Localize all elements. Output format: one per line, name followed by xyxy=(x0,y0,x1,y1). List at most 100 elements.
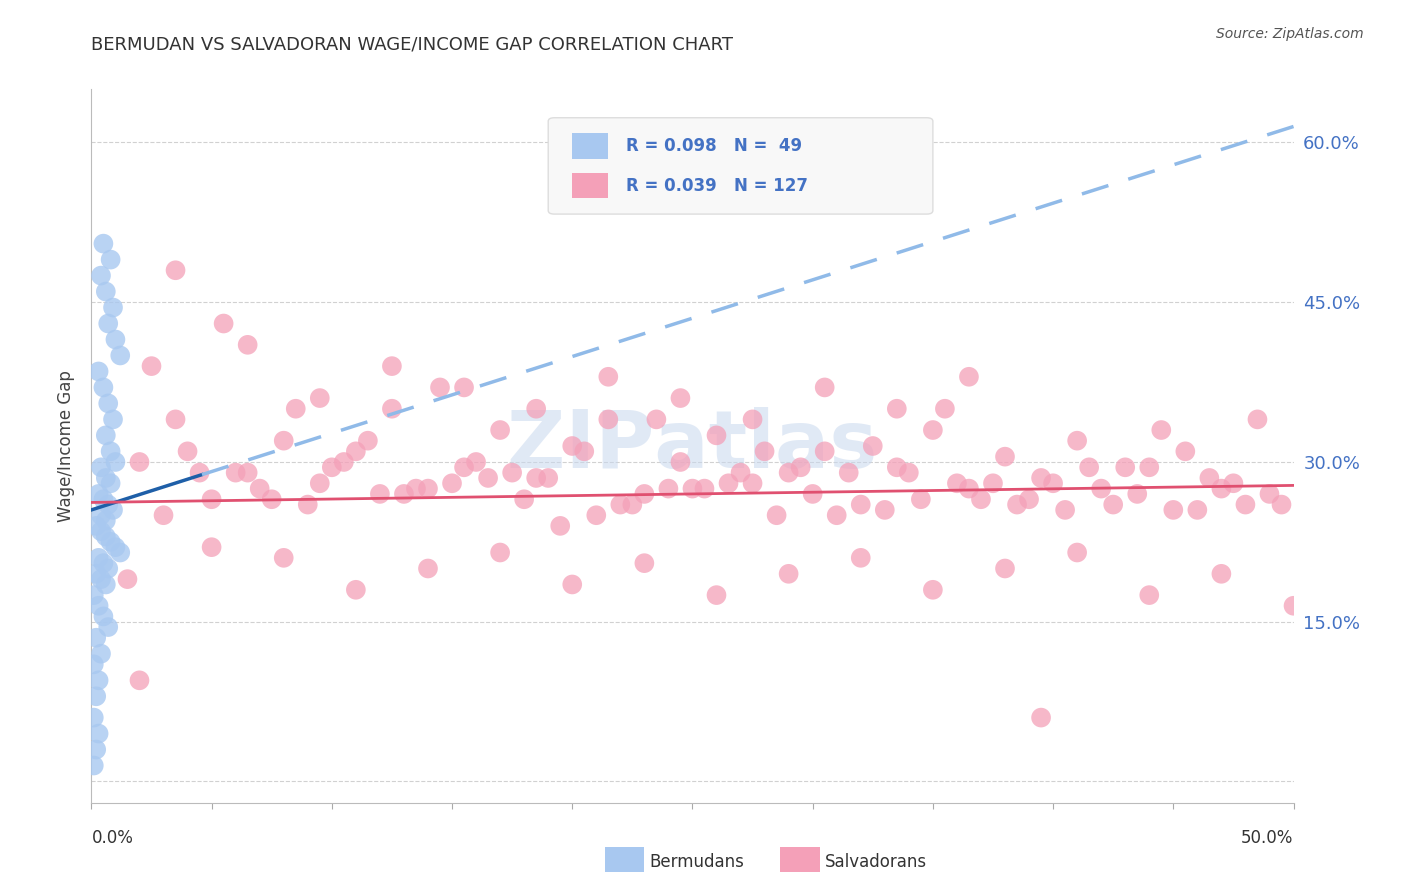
Point xyxy=(922,423,945,437)
Point xyxy=(201,492,224,507)
Point xyxy=(886,460,908,475)
Point xyxy=(87,364,110,378)
Point xyxy=(440,476,463,491)
Point xyxy=(1198,471,1220,485)
Point xyxy=(94,529,117,543)
Point xyxy=(83,710,105,724)
Point xyxy=(368,487,391,501)
Point xyxy=(561,577,583,591)
Point xyxy=(101,412,124,426)
Point xyxy=(260,492,283,507)
Point xyxy=(87,726,110,740)
Point xyxy=(524,471,547,485)
Point xyxy=(94,514,117,528)
Point xyxy=(84,690,107,704)
Text: ZIP​atlas: ZIP​atlas xyxy=(508,407,877,485)
Point xyxy=(1187,503,1209,517)
Point xyxy=(609,498,631,512)
Point xyxy=(117,572,139,586)
Point xyxy=(934,401,956,416)
Point xyxy=(598,369,620,384)
Point xyxy=(1137,460,1160,475)
Point xyxy=(100,476,122,491)
Point xyxy=(1078,460,1101,475)
Point xyxy=(1211,566,1233,581)
Point xyxy=(1150,423,1173,437)
Point xyxy=(100,534,122,549)
Point xyxy=(706,428,728,442)
Point xyxy=(84,742,107,756)
Point xyxy=(321,460,343,475)
Point xyxy=(957,482,980,496)
Point xyxy=(93,236,115,251)
Point xyxy=(621,498,644,512)
Point xyxy=(657,482,679,496)
Point xyxy=(236,338,259,352)
Point xyxy=(416,561,439,575)
Point xyxy=(561,439,583,453)
Point xyxy=(814,444,837,458)
Point xyxy=(93,380,115,394)
Point xyxy=(1066,434,1088,448)
Point xyxy=(669,391,692,405)
Point xyxy=(489,423,512,437)
Point xyxy=(1005,498,1028,512)
Point xyxy=(87,487,110,501)
Point xyxy=(1114,460,1136,475)
Point xyxy=(801,487,824,501)
Point xyxy=(706,588,728,602)
Point xyxy=(1222,476,1244,491)
Point xyxy=(922,582,945,597)
Point xyxy=(225,466,247,480)
Point xyxy=(212,317,235,331)
Point xyxy=(94,577,117,591)
Point xyxy=(1029,710,1052,724)
Point xyxy=(994,561,1017,575)
Point xyxy=(477,471,499,485)
Point xyxy=(585,508,607,523)
Point xyxy=(910,492,932,507)
Point xyxy=(1270,498,1292,512)
Point xyxy=(513,492,536,507)
Point xyxy=(849,498,872,512)
Point xyxy=(838,466,860,480)
Point xyxy=(333,455,356,469)
Point xyxy=(1018,492,1040,507)
Point xyxy=(789,460,811,475)
Point xyxy=(1090,482,1112,496)
Point xyxy=(344,444,367,458)
Point xyxy=(104,333,127,347)
Point xyxy=(981,476,1004,491)
Point xyxy=(717,476,740,491)
Point xyxy=(741,412,763,426)
Text: Source: ZipAtlas.com: Source: ZipAtlas.com xyxy=(1216,27,1364,41)
FancyBboxPatch shape xyxy=(572,134,609,159)
Point xyxy=(90,524,112,539)
Point xyxy=(669,455,692,469)
Point xyxy=(344,582,367,597)
Point xyxy=(381,401,404,416)
Point xyxy=(83,657,105,672)
FancyBboxPatch shape xyxy=(572,173,609,198)
Point xyxy=(201,540,224,554)
Point xyxy=(873,503,896,517)
Point xyxy=(886,401,908,416)
Point xyxy=(165,263,187,277)
Point xyxy=(93,556,115,570)
Point xyxy=(465,455,488,469)
Point xyxy=(1234,498,1257,512)
Point xyxy=(633,556,655,570)
Text: R = 0.098   N =  49: R = 0.098 N = 49 xyxy=(626,137,803,155)
Point xyxy=(814,380,837,394)
Point xyxy=(1126,487,1149,501)
Point xyxy=(90,572,112,586)
Point xyxy=(101,503,124,517)
Text: 0.0%: 0.0% xyxy=(91,829,134,847)
Point xyxy=(83,758,105,772)
Point xyxy=(94,285,117,299)
Point xyxy=(453,380,475,394)
Point xyxy=(381,359,404,373)
Point xyxy=(1174,444,1197,458)
Point xyxy=(357,434,380,448)
Text: 50.0%: 50.0% xyxy=(1241,829,1294,847)
